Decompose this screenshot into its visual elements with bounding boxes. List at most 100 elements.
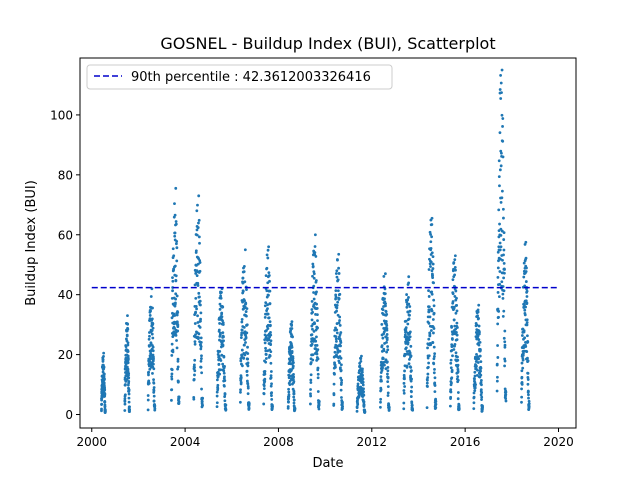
data-point	[316, 376, 320, 380]
y-tick-label: 20	[58, 348, 73, 362]
data-point	[312, 297, 316, 301]
data-point	[502, 216, 505, 220]
data-point	[223, 395, 227, 398]
data-point	[246, 392, 250, 396]
data-point	[198, 261, 202, 264]
data-point	[334, 343, 338, 347]
data-point	[384, 367, 388, 371]
data-point	[313, 322, 317, 326]
data-point	[480, 383, 483, 387]
data-point	[504, 399, 508, 403]
data-point	[338, 319, 341, 322]
data-point	[473, 370, 477, 374]
data-point	[426, 346, 429, 350]
data-point	[153, 404, 157, 408]
data-point	[264, 346, 267, 350]
data-point	[174, 242, 178, 246]
data-point	[341, 400, 344, 404]
data-point	[496, 266, 500, 270]
data-point	[247, 402, 251, 406]
data-point	[244, 310, 248, 313]
data-point	[103, 405, 107, 408]
data-point	[456, 378, 460, 382]
data-point	[386, 369, 390, 373]
data-point	[380, 379, 383, 383]
data-point	[385, 360, 389, 364]
data-point	[428, 230, 432, 234]
data-point	[337, 321, 341, 325]
data-point	[332, 382, 336, 386]
data-point	[405, 293, 408, 296]
data-point	[333, 350, 337, 354]
data-point	[223, 399, 227, 403]
data-point	[192, 378, 196, 381]
data-point	[498, 222, 501, 226]
data-point	[316, 366, 320, 370]
data-point	[241, 364, 244, 368]
data-point	[402, 381, 406, 385]
data-point	[290, 327, 294, 330]
data-point	[151, 345, 155, 349]
data-point	[171, 247, 175, 251]
data-point	[452, 318, 456, 322]
data-point	[456, 363, 460, 367]
data-point	[314, 279, 318, 282]
data-point	[243, 353, 247, 357]
data-point	[385, 324, 389, 327]
data-point	[477, 343, 481, 347]
data-point	[267, 271, 271, 275]
data-point	[308, 402, 312, 406]
data-point	[176, 323, 180, 327]
data-point	[382, 349, 386, 353]
data-point	[408, 357, 411, 361]
data-point	[524, 305, 528, 309]
data-point	[502, 336, 506, 340]
data-point	[433, 352, 437, 356]
data-point	[527, 393, 530, 397]
data-point	[386, 372, 389, 376]
data-point	[246, 352, 250, 355]
data-point	[526, 382, 530, 386]
data-point	[216, 374, 220, 378]
data-point	[502, 248, 506, 252]
data-point	[198, 299, 202, 303]
data-point	[339, 344, 342, 348]
data-point	[193, 342, 197, 346]
data-point	[426, 356, 430, 360]
data-point	[221, 305, 225, 309]
data-point	[196, 281, 200, 285]
data-point	[501, 315, 505, 318]
data-point	[527, 396, 530, 400]
data-point	[498, 131, 502, 135]
data-point	[192, 363, 196, 367]
data-point	[526, 356, 529, 360]
data-point	[195, 209, 199, 213]
y-tick-label: 60	[58, 228, 73, 242]
data-point	[472, 395, 476, 399]
data-point	[315, 290, 318, 294]
data-point	[245, 379, 249, 383]
data-point	[199, 311, 203, 315]
data-point	[526, 390, 530, 394]
data-point	[429, 265, 432, 268]
data-point	[497, 245, 501, 249]
data-point	[386, 375, 390, 379]
data-point	[173, 213, 177, 217]
data-point	[338, 292, 342, 296]
data-point	[380, 369, 384, 372]
data-point	[245, 307, 249, 311]
data-point	[238, 400, 242, 404]
data-point	[174, 333, 178, 337]
data-point	[476, 368, 479, 372]
data-point	[246, 345, 249, 349]
data-point	[381, 366, 384, 370]
data-point	[172, 320, 176, 324]
data-point	[410, 390, 413, 394]
data-point	[335, 331, 339, 335]
data-point	[264, 301, 268, 304]
data-point	[456, 358, 460, 362]
data-point	[502, 309, 506, 313]
data-point	[317, 399, 321, 403]
data-point	[270, 391, 274, 395]
